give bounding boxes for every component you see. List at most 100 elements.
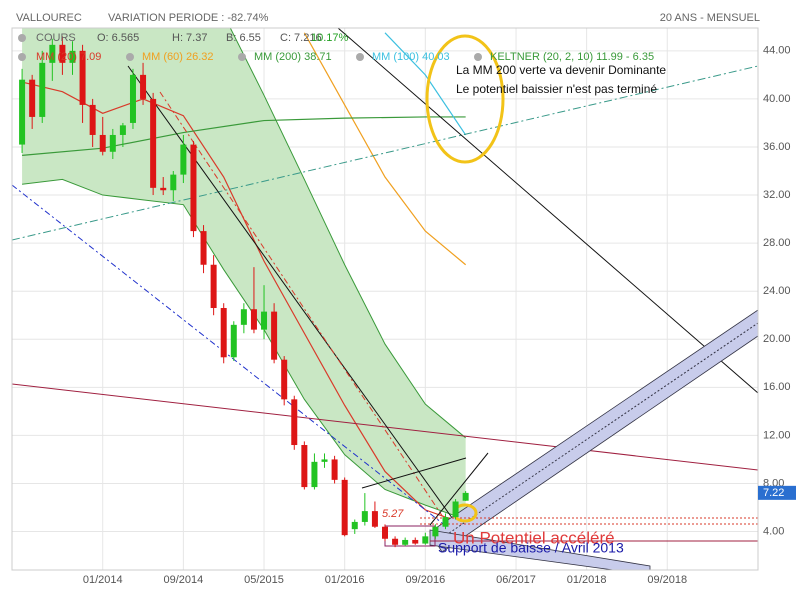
y-tick-label: 4.00 (763, 525, 784, 537)
candle-body (331, 459, 338, 480)
gear (126, 53, 134, 61)
x-tick-label: 09/2014 (163, 574, 203, 586)
legend-text: C: 7.216 (280, 32, 322, 44)
candle-body (301, 445, 308, 488)
candle-body (29, 79, 36, 117)
candle-body (99, 134, 106, 152)
candle-body (321, 459, 328, 462)
candle-body (89, 104, 96, 135)
candle-body (19, 79, 26, 145)
channel (429, 529, 651, 570)
candle-body (129, 74, 136, 123)
candle-body (230, 324, 237, 358)
candle-body (412, 539, 419, 544)
candle-body (79, 50, 86, 105)
channel-mid (435, 322, 758, 543)
keltner-lower (22, 178, 466, 520)
trend-line (127, 65, 456, 523)
legend-text: 10.17% (311, 32, 349, 44)
legend-entry: KELTNER (20, 2, 10) 11.99 - 6.35 (490, 51, 654, 63)
candle-body (180, 144, 187, 175)
candle-body (39, 62, 46, 117)
candle-body (109, 134, 116, 152)
drawings (12, 28, 758, 570)
annotation: Un Potentiel accéléré (453, 528, 615, 547)
moving-average (384, 32, 467, 136)
candle-body (271, 311, 278, 360)
y-tick-label: 36.00 (763, 141, 791, 153)
moving-average (21, 81, 466, 525)
legend-entry: MM (20) 7.09 (36, 51, 101, 63)
plot-frame (11, 27, 759, 571)
candle-body (49, 44, 56, 63)
candle-body (59, 44, 66, 63)
x-tick-label: 09/2016 (405, 574, 445, 586)
y-tick-label: 20.00 (763, 333, 791, 345)
trend-line (361, 457, 467, 489)
candle-body (250, 309, 257, 330)
gear (18, 34, 26, 42)
legend-text: H: 7.37 (172, 32, 207, 44)
price-tag (758, 485, 796, 500)
trend-line (159, 91, 446, 521)
candle-body (140, 74, 147, 99)
candle-body (261, 311, 268, 330)
y-tick-label: 16.00 (763, 381, 791, 393)
legend-entry: MM (200) 38.71 (254, 51, 332, 63)
subtitle: VARIATION PERIODE : -82.74% (108, 12, 269, 24)
candle-body (392, 538, 399, 545)
candle-body (160, 187, 167, 191)
candle-body (69, 50, 76, 63)
trend-line (429, 452, 489, 526)
chart-title: VALLOUREC (16, 12, 82, 24)
candle-body (170, 174, 177, 191)
legend-text: O: 6.565 (97, 32, 139, 44)
gear-icons (18, 34, 482, 61)
candle-body (150, 98, 157, 188)
candle-body (119, 125, 126, 135)
y-tick-label: 24.00 (763, 285, 791, 297)
annotation: Le potentiel baissier n'est pas terminé (456, 82, 657, 96)
channel (429, 309, 758, 553)
y-tick-label: 44.00 (763, 45, 791, 57)
gear (18, 53, 26, 61)
annotation: Support de baisse / Avril 2013 (438, 540, 624, 556)
y-tick-label: 28.00 (763, 237, 791, 249)
x-tick-label: 09/2018 (647, 574, 687, 586)
x-tick-label: 01/2016 (325, 574, 365, 586)
y-tick-label: 40.00 (763, 93, 791, 105)
moving-average (303, 32, 467, 266)
trend-line (12, 184, 471, 546)
candle-body (210, 264, 217, 309)
x-tick-label: 05/2015 (244, 574, 284, 586)
candle-body (371, 511, 378, 527)
candle-body (291, 399, 298, 446)
candle-body (442, 517, 449, 527)
trend-line (12, 383, 758, 471)
candle-body (361, 511, 368, 522)
gear (474, 53, 482, 61)
candle-body (351, 521, 358, 530)
candle-body (432, 526, 439, 537)
price-tag-label: 7.22 (763, 487, 784, 499)
candle-body (200, 231, 207, 265)
candle-body (220, 308, 227, 358)
candle-body (422, 536, 429, 544)
legend-text: COURS (36, 32, 76, 44)
candle-body (240, 309, 247, 325)
trend-line (337, 28, 758, 394)
candle-body (190, 144, 197, 232)
legend-entry: MM (100) 40.03 (372, 51, 450, 63)
legend-entry: MM (60) 26.32 (142, 51, 214, 63)
candle-body (452, 501, 459, 518)
x-tick-label: 06/2017 (496, 574, 536, 586)
candle-body (341, 479, 348, 536)
candles (19, 36, 469, 548)
candle-body (311, 461, 318, 488)
y-tick-label: 12.00 (763, 429, 791, 441)
keltner-fill (22, 28, 466, 520)
candle-body (402, 539, 409, 545)
gear (238, 53, 246, 61)
annotation: La MM 200 verte va devenir Dominante (456, 63, 666, 77)
